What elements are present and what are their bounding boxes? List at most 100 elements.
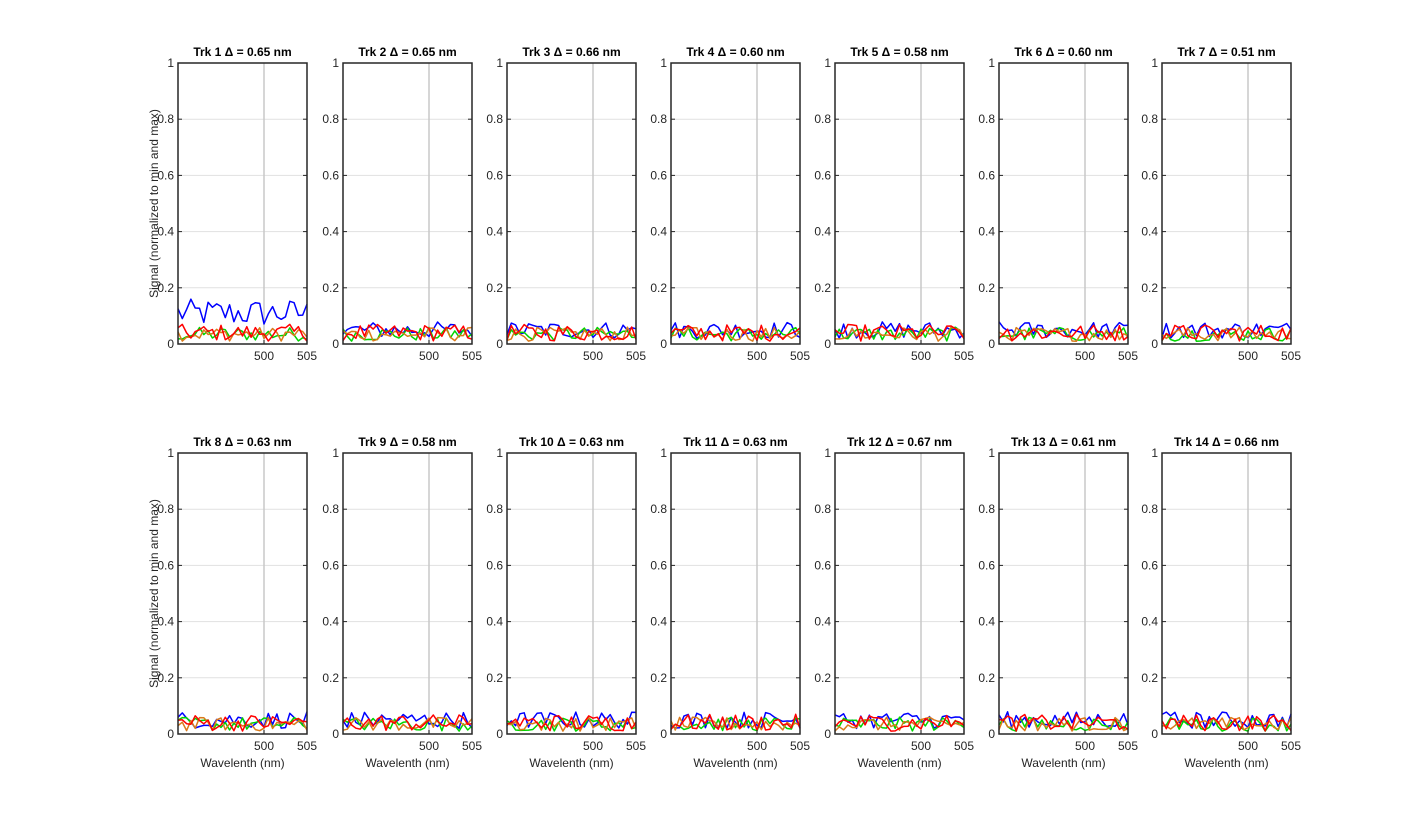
series-line-red: [1161, 324, 1292, 342]
series-line-green: [834, 716, 965, 732]
subplot-5: 0 0.2 0.4 0.6 0.8 1 500 505 Trk 5 Δ = 0.58 nm: [814, 45, 974, 363]
ytick-label: 0.8: [814, 112, 831, 126]
ytick-label: 0.8: [157, 502, 174, 516]
series-line-green: [998, 326, 1129, 341]
ytick-label: 0.4: [1141, 615, 1158, 629]
axes-box: [506, 452, 637, 735]
subplot-14: 0 0.2 0.4 0.6 0.8 1 500 505 Trk 14 Δ = 0.66 nm Wa…: [1141, 435, 1301, 770]
xtick-label: 500: [1238, 349, 1258, 363]
series-line-red: [834, 323, 965, 342]
axes-box: [670, 452, 801, 735]
ytick-label: 0: [660, 337, 667, 351]
series-line-blue: [670, 321, 801, 339]
ytick-label: 0.4: [322, 615, 339, 629]
ytick-label: 0: [332, 337, 339, 351]
series-line-orange: [1161, 716, 1292, 731]
xtick-label: 500: [583, 349, 603, 363]
ytick-label: 0.8: [978, 502, 995, 516]
subplot-9: 0 0.2 0.4 0.6 0.8 1 500 505 Trk 9 Δ = 0.58 nm Wav…: [322, 435, 482, 770]
series-line-blue: [342, 321, 473, 338]
axes-box: [342, 62, 473, 345]
subplot-7: 0 0.2 0.4 0.6 0.8 1 500 505 Trk 7 Δ = 0.51 nm: [1141, 45, 1301, 363]
ytick-label: 0.6: [1141, 558, 1158, 572]
subplot-6: 0 0.2 0.4 0.6 0.8 1 500 505 Trk 6 Δ = 0.60 nm: [978, 45, 1138, 363]
subplot-title: Trk 4 Δ = 0.60 nm: [686, 45, 784, 59]
xtick-label: 505: [297, 739, 317, 753]
axes-box: [342, 452, 473, 735]
ytick-label: 0: [824, 727, 831, 741]
ytick-label: 0: [824, 337, 831, 351]
subplot-1: 0 0.2 0.4 0.6 0.8 1 500 505 Trk 1 Δ = 0.65 nm Sig…: [147, 45, 317, 363]
subplot-8: 0 0.2 0.4 0.6 0.8 1 500 505 Trk 8 Δ = 0.63 nm Wav…: [147, 435, 317, 770]
series-line-orange: [177, 327, 308, 342]
y-axis-label: Signal (normalized to min and max): [147, 499, 161, 688]
series-line-orange: [1161, 326, 1292, 342]
series-line-red: [342, 323, 473, 342]
xtick-label: 505: [1281, 739, 1301, 753]
xtick-label: 500: [1075, 739, 1095, 753]
xtick-label: 500: [1075, 349, 1095, 363]
xtick-label: 505: [1281, 349, 1301, 363]
ytick-label: 0.2: [978, 281, 995, 295]
ytick-label: 0.6: [486, 168, 503, 182]
subplot-title: Trk 3 Δ = 0.66 nm: [522, 45, 620, 59]
x-axis-label: Wavelenth (nm): [200, 756, 284, 770]
ytick-label: 0: [660, 727, 667, 741]
xtick-label: 505: [1118, 349, 1138, 363]
axes-box: [998, 62, 1129, 345]
xtick-label: 505: [626, 349, 646, 363]
ytick-label: 0.4: [322, 225, 339, 239]
series-line-red: [998, 713, 1129, 732]
series-line-green: [506, 326, 637, 342]
series-line-red: [506, 714, 637, 732]
ytick-label: 0.8: [322, 112, 339, 126]
axes-box: [177, 62, 308, 345]
ytick-label: 0.6: [814, 168, 831, 182]
ytick-label: 0.4: [814, 615, 831, 629]
x-axis-label: Wavelenth (nm): [857, 756, 941, 770]
ytick-label: 0.4: [978, 615, 995, 629]
series-line-orange: [834, 326, 965, 342]
subplot-title: Trk 12 Δ = 0.67 nm: [847, 435, 952, 449]
xtick-label: 500: [419, 349, 439, 363]
xtick-label: 505: [954, 739, 974, 753]
series-line-red: [670, 713, 801, 731]
ytick-label: 0.4: [650, 225, 667, 239]
subplot-11: 0 0.2 0.4 0.6 0.8 1 500 505 Trk 11 Δ = 0.63 nm Wa…: [650, 435, 810, 770]
series-line-orange: [998, 326, 1129, 342]
axes-box: [1161, 62, 1292, 345]
xtick-label: 505: [790, 739, 810, 753]
ytick-label: 0.6: [157, 558, 174, 572]
xtick-label: 505: [790, 349, 810, 363]
subplot-title: Trk 10 Δ = 0.63 nm: [519, 435, 624, 449]
ytick-label: 0.6: [1141, 168, 1158, 182]
y-axis-label: Signal (normalized to min and max): [147, 109, 161, 298]
ytick-label: 0.6: [157, 168, 174, 182]
ytick-label: 0.2: [814, 281, 831, 295]
ytick-label: 0: [496, 727, 503, 741]
xtick-label: 500: [911, 739, 931, 753]
subplot-title: Trk 2 Δ = 0.65 nm: [358, 45, 456, 59]
ytick-label: 0.4: [486, 225, 503, 239]
x-axis-label: Wavelenth (nm): [1184, 756, 1268, 770]
x-axis-label: Wavelenth (nm): [529, 756, 613, 770]
ytick-label: 0.2: [157, 671, 174, 685]
series-line-orange: [506, 326, 637, 342]
ytick-label: 0.4: [650, 615, 667, 629]
subplot-title: Trk 5 Δ = 0.58 nm: [850, 45, 948, 59]
xtick-label: 500: [254, 349, 274, 363]
ytick-label: 0.6: [978, 558, 995, 572]
xtick-label: 500: [747, 349, 767, 363]
ytick-label: 0.2: [814, 671, 831, 685]
series-line-red: [177, 323, 308, 342]
series-line-red: [1161, 714, 1292, 732]
series-line-green: [506, 717, 637, 732]
ytick-label: 0.8: [322, 502, 339, 516]
axes-box: [1161, 452, 1292, 735]
subplot-title: Trk 1 Δ = 0.65 nm: [193, 45, 291, 59]
ytick-label: 0.4: [157, 225, 174, 239]
ytick-label: 0.6: [650, 558, 667, 572]
ytick-label: 1: [988, 56, 995, 70]
ytick-label: 1: [824, 446, 831, 460]
ytick-label: 0.4: [157, 615, 174, 629]
